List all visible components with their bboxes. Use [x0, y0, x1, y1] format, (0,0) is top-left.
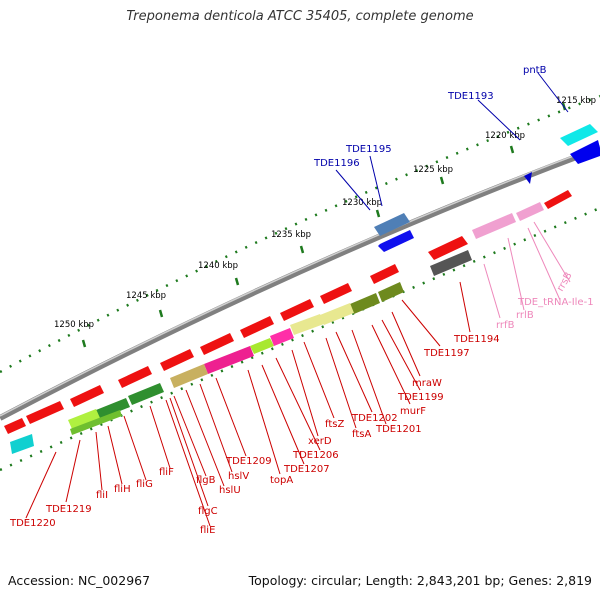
gene-label-pntb[interactable]: pntB [523, 65, 547, 76]
gene-label-flgb[interactable]: flgB [196, 475, 216, 486]
gene-label-tde1201[interactable]: TDE1201 [375, 424, 422, 435]
scale-label: 1235 kbp [271, 230, 311, 240]
gene-label-tde1202[interactable]: TDE1202 [351, 413, 398, 424]
genome-backbone-highlight [0, 145, 600, 417]
gene-label-flih[interactable]: fliH [114, 484, 131, 495]
gene-khaki[interactable] [170, 364, 208, 388]
gene-chain-f[interactable] [160, 349, 194, 371]
gene-label-trna-ile[interactable]: TDE_tRNA-Ile-1 [517, 297, 594, 308]
gene-label-tde1209[interactable]: TDE1209 [225, 456, 272, 467]
leader-lines [25, 72, 571, 527]
gene-chain-i[interactable] [26, 401, 64, 424]
scale-label: 1245 kbp [126, 291, 166, 301]
gene-label-flig[interactable]: fliG [136, 479, 153, 490]
scale-labels: 1215 kbp 1220 kbp 1225 kbp 1230 kbp 1235… [54, 96, 596, 330]
gene-olive-b[interactable] [350, 293, 380, 314]
scale-label: 1250 kbp [54, 320, 94, 330]
gene-lime-a[interactable] [250, 338, 274, 354]
gene-tde1197-block[interactable] [430, 250, 472, 276]
gene-tde1193-block[interactable] [570, 140, 600, 164]
gene-tde1194-block[interactable] [428, 236, 468, 260]
gene-label-flgc[interactable]: flgC [198, 506, 218, 517]
scale-label: 1225 kbp [413, 165, 453, 175]
gene-rrsb-block[interactable] [516, 202, 544, 221]
gene-label-flif[interactable]: fliF [159, 467, 174, 478]
gene-label-flie[interactable]: fliE [200, 525, 215, 536]
gene-chain-g[interactable] [118, 366, 152, 388]
gene-label-tde1195[interactable]: TDE1195 [345, 144, 392, 155]
gene-label-tde1196[interactable]: TDE1196 [313, 158, 360, 169]
gene-green-c[interactable] [70, 410, 122, 435]
gene-yellow-b[interactable] [290, 314, 324, 335]
gene-label-rrfb[interactable]: rrfB [496, 320, 515, 331]
gene-label-topa[interactable]: topA [270, 475, 293, 486]
gene-label-tde1206[interactable]: TDE1206 [292, 450, 339, 461]
pink-gene-labels: rrsB TDE_tRNA-Ile-1 rrlB rrfB [496, 270, 594, 331]
gene-label-murf[interactable]: murF [400, 406, 426, 417]
gene-chain-a[interactable] [370, 264, 399, 284]
scale-label: 1215 kbp [556, 96, 596, 106]
gene-chain-e[interactable] [200, 333, 234, 355]
inner-genes [4, 190, 572, 435]
gene-magenta-a[interactable] [270, 328, 294, 346]
gene-rrlb-block[interactable] [472, 213, 516, 239]
gene-label-xerd[interactable]: xerD [308, 436, 332, 447]
gene-pntb-block[interactable] [560, 124, 598, 146]
gene-yellow-a[interactable] [320, 303, 354, 325]
gene-label-ftsz[interactable]: ftsZ [325, 419, 344, 430]
blue-marker [524, 172, 532, 184]
gene-chain-c[interactable] [280, 299, 314, 321]
accession-label: Accession: NC_002967 [8, 573, 151, 588]
red-gene-labels: TDE1197 TDE1194 mraW TDE1199 murF TDE120… [9, 334, 500, 536]
gene-lime-b[interactable] [68, 409, 100, 429]
gene-label-tde1199[interactable]: TDE1199 [397, 392, 444, 403]
gene-magenta-b[interactable] [204, 346, 254, 374]
gene-label-hslv[interactable]: hslV [228, 471, 249, 482]
scale-label: 1240 kbp [198, 261, 238, 271]
gene-green-b[interactable] [96, 398, 130, 419]
gene-tde1195-block[interactable] [374, 213, 410, 236]
gene-label-tde1197[interactable]: TDE1197 [423, 348, 470, 359]
gene-chain-b[interactable] [320, 283, 352, 304]
genome-summary: Topology: circular; Length: 2,843,201 bp… [248, 573, 592, 588]
scale-label: 1230 kbp [342, 198, 382, 208]
gene-chain-d[interactable] [240, 316, 274, 338]
scale-label: 1220 kbp [485, 131, 525, 141]
gene-label-rrsb[interactable]: rrsB [555, 270, 575, 293]
blue-gene-labels: pntB TDE1193 TDE1195 TDE1196 [313, 65, 547, 169]
gene-label-mraw[interactable]: mraW [412, 378, 442, 389]
gene-label-tde1194[interactable]: TDE1194 [453, 334, 500, 345]
gene-chain-h[interactable] [70, 385, 104, 407]
gene-chain-j[interactable] [4, 418, 26, 434]
gene-label-hslu[interactable]: hslU [219, 485, 241, 496]
gene-cyan-left[interactable] [10, 434, 34, 454]
gene-olive-a[interactable] [378, 282, 404, 302]
gene-label-tde1220[interactable]: TDE1220 [9, 518, 56, 529]
gene-label-tde1219[interactable]: TDE1219 [45, 504, 92, 515]
gene-label-rrlb[interactable]: rrlB [516, 310, 534, 321]
gene-small-red[interactable] [544, 190, 572, 209]
gene-tde1196-block[interactable] [378, 230, 414, 252]
outer-genes [10, 124, 600, 454]
gene-label-tde1207[interactable]: TDE1207 [283, 464, 330, 475]
map-title: Treponema denticola ATCC 35405, complete… [126, 9, 474, 24]
gene-label-flii[interactable]: fliI [96, 490, 108, 501]
gene-label-ftsa[interactable]: ftsA [352, 429, 371, 440]
genome-backbone [0, 145, 600, 421]
gene-label-tde1193[interactable]: TDE1193 [447, 91, 494, 102]
gene-green-a[interactable] [128, 383, 164, 405]
